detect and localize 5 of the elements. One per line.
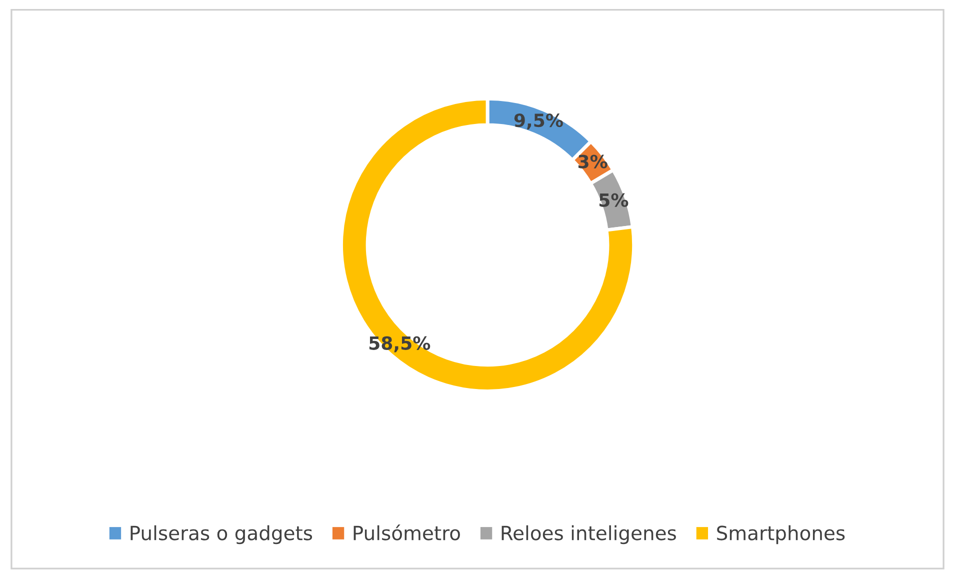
- legend-label: Smartphones: [717, 525, 845, 544]
- legend-label: Reloes inteligenes: [502, 525, 676, 544]
- legend-label: Pulsómetro: [354, 524, 460, 540]
- data-label: 9,5%: [514, 113, 563, 130]
- legend-label: Pulseras o gadgets: [130, 525, 312, 544]
